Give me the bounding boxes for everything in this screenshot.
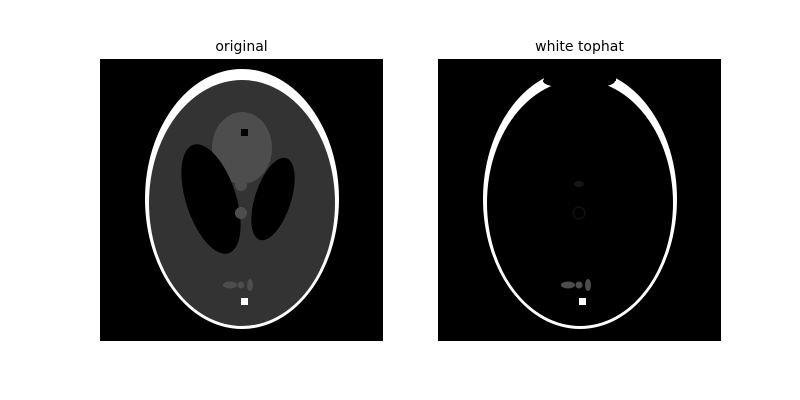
small-bright-square — [241, 298, 248, 305]
brain-tissue-ellipse — [149, 80, 335, 326]
small-bright-square — [579, 298, 586, 305]
bottom-spot-left — [561, 281, 575, 289]
bottom-spot-left — [223, 281, 237, 289]
panel-title-original: original — [215, 39, 268, 55]
upper-bright-ellipse — [212, 112, 272, 184]
bottom-spot-right — [585, 279, 591, 291]
bottom-spot-middle — [575, 281, 583, 289]
bottom-spot-right — [247, 279, 253, 291]
center-remnant-lower — [572, 206, 586, 220]
center-spot-upper — [235, 179, 247, 191]
image-original — [100, 59, 383, 341]
image-white-tophat — [438, 59, 721, 341]
small-dark-square — [241, 129, 248, 136]
right-dark-ellipse — [251, 157, 295, 241]
inner-dark-ellipse — [487, 80, 673, 326]
top-black-cap-round — [543, 73, 615, 89]
panel-title-white-tophat: white tophat — [535, 39, 624, 55]
center-remnant-upper — [574, 181, 584, 187]
left-dark-ellipse — [181, 144, 241, 254]
phantom-tophat-svg — [438, 59, 721, 341]
center-spot-lower — [235, 207, 247, 219]
bottom-spot-middle — [237, 281, 245, 289]
phantom-original-svg — [100, 59, 383, 341]
